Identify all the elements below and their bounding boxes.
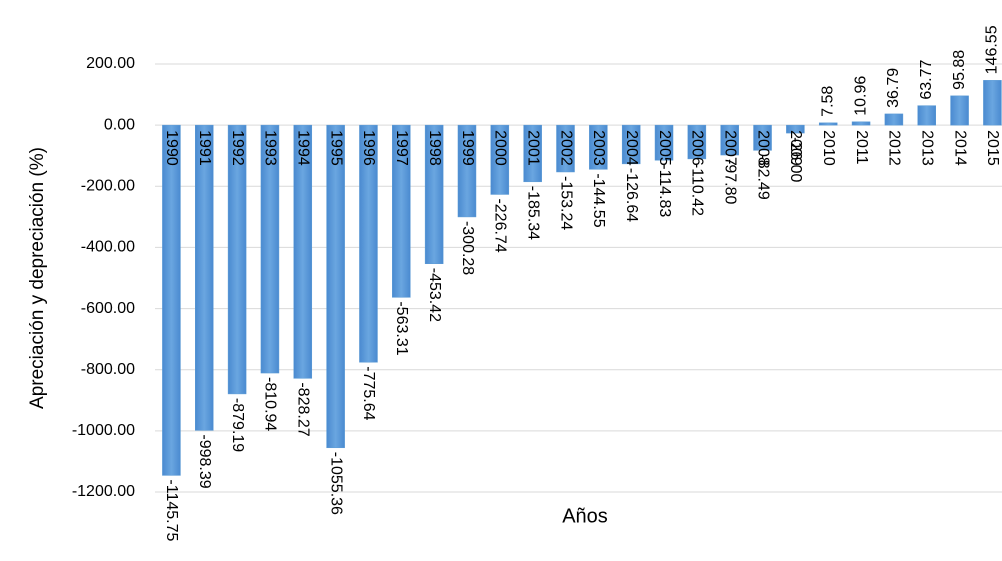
value-label: -810.94: [262, 377, 279, 431]
y-tick-label: -800.00: [81, 361, 135, 378]
x-tick-label: 2013: [919, 130, 936, 166]
bar: [687, 124, 707, 160]
bar: [917, 105, 936, 126]
x-tick-label: 1996: [360, 130, 377, 166]
value-label: -185.34: [524, 186, 541, 240]
x-tick-label: 1992: [229, 130, 246, 166]
y-tick-label: -200.00: [81, 178, 135, 195]
value-label: -97.80: [721, 159, 738, 204]
value-label: -1145.75: [163, 479, 180, 541]
x-tick-label: 1990: [163, 130, 180, 166]
value-label: -26.00: [787, 137, 804, 182]
value-label: -563.31: [393, 301, 410, 355]
y-tick-label: 0.00: [104, 116, 135, 133]
bar: [818, 122, 838, 126]
x-tick-label: 1994: [295, 130, 312, 166]
x-tick-label: 2005: [656, 130, 673, 166]
value-label: -879.19: [229, 398, 246, 452]
bar: [523, 124, 542, 183]
x-tick-label: 2001: [524, 130, 541, 166]
bar: [457, 124, 477, 218]
x-tick-label: 2014: [951, 130, 968, 166]
bar: [851, 121, 871, 126]
bar: [359, 124, 378, 363]
y-tick-label: -1000.00: [72, 422, 135, 439]
y-tick-label: 200.00: [86, 55, 135, 72]
bar: [654, 124, 674, 161]
value-label: -828.27: [295, 382, 312, 436]
x-tick-label: 2002: [557, 130, 574, 166]
x-tick-label: 2011: [853, 130, 870, 165]
bar: [589, 124, 608, 170]
bar: [326, 124, 345, 449]
value-label: -144.55: [590, 173, 607, 227]
bar: [950, 95, 969, 126]
x-tick-label: 2009: [787, 130, 804, 166]
value-label: -1055.36: [327, 452, 344, 515]
x-tick-label: 2012: [886, 130, 903, 166]
bar: [490, 124, 510, 195]
value-label: 63.77: [918, 60, 935, 100]
y-axis-title: Apreciación y depreciación (%): [27, 147, 48, 409]
x-tick-label: 1993: [262, 130, 279, 166]
x-tick-label: 2003: [590, 130, 607, 166]
x-tick-label: 2010: [820, 130, 837, 166]
value-label: -453.42: [426, 268, 443, 322]
value-label: -126.64: [623, 168, 640, 222]
value-label: -153.24: [557, 176, 574, 230]
value-label: -998.39: [196, 434, 213, 488]
bar: [621, 124, 641, 165]
bar: [392, 124, 411, 298]
value-label: -775.64: [360, 366, 377, 420]
bar: [162, 124, 181, 476]
bar: [260, 124, 280, 374]
x-tick-label: 1995: [327, 130, 344, 166]
x-axis-title: Años: [562, 505, 608, 527]
value-label: 95.88: [951, 50, 968, 90]
value-label: -226.74: [492, 198, 509, 252]
value-label: -110.42: [689, 163, 706, 216]
value-label: -300.28: [459, 221, 476, 275]
bar: [556, 124, 575, 173]
value-label: 7.58: [819, 86, 836, 117]
x-tick-label: 1998: [426, 130, 443, 166]
x-tick-label: 2004: [623, 130, 640, 166]
bar: [720, 124, 739, 156]
y-tick-label: -600.00: [81, 300, 135, 317]
x-tick-label: 2006: [689, 130, 706, 166]
bar: [786, 124, 805, 134]
y-tick-label: -400.00: [81, 239, 135, 256]
x-tick-label: 1997: [393, 130, 410, 166]
x-tick-label: 2007: [721, 130, 738, 166]
bar: [424, 124, 444, 265]
bar: [195, 124, 214, 431]
value-label: -114.83: [656, 164, 673, 217]
value-label: 146.55: [984, 25, 1001, 74]
bar: [983, 80, 1002, 126]
x-tick-label: 1999: [459, 130, 476, 166]
x-tick-label: 2008: [754, 130, 771, 166]
y-tick-label: -1200.00: [72, 483, 135, 500]
bar: [293, 124, 313, 379]
x-tick-label: 1991: [196, 130, 213, 166]
x-tick-label: 2015: [984, 130, 1001, 166]
x-tick-label: 2000: [492, 130, 509, 166]
bar: [227, 124, 247, 395]
value-label: 36.79: [885, 68, 902, 108]
value-label: 10.96: [852, 76, 869, 116]
bar: [753, 124, 772, 151]
bar: [884, 113, 904, 126]
value-label: -82.49: [754, 154, 771, 199]
